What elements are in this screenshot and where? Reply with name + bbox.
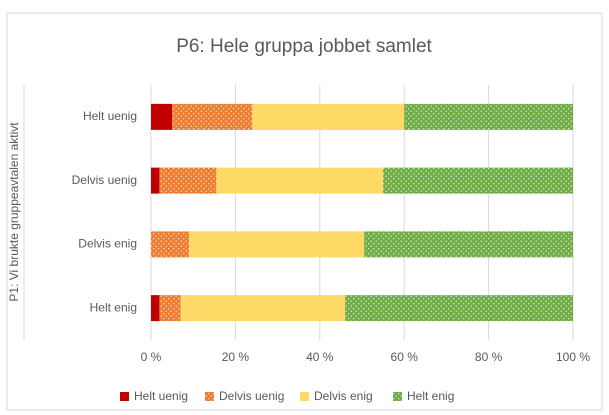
x-tick-label: 40 % (306, 350, 334, 364)
legend-swatch (205, 392, 214, 401)
bar-segment (172, 103, 253, 130)
bar-segment (159, 295, 181, 322)
legend-swatch (120, 392, 129, 401)
bar-segment (345, 295, 573, 322)
bar-segment (151, 295, 160, 322)
legend-swatch (393, 392, 402, 401)
legend-swatch (300, 392, 309, 401)
x-tick-label: 20 % (222, 350, 250, 364)
x-tick-label: 100 % (556, 350, 590, 364)
legend-label: Helt uenig (134, 389, 188, 403)
legend-label: Delvis uenig (219, 389, 284, 403)
chart-title: P6: Hele gruppa jobbet samlet (176, 36, 432, 57)
y-axis-label: P1: Vi brukte gruppeavtalen aktivt (7, 122, 21, 302)
y-tick-label: Helt enig (90, 300, 137, 314)
y-tick-label: Helt uenig (83, 109, 137, 123)
x-tick-label: 0 % (141, 350, 162, 364)
bar-segment (364, 231, 573, 258)
bar-segment (216, 167, 384, 194)
bar-segment (404, 103, 573, 130)
x-tick-label: 60 % (391, 350, 419, 364)
y-tick-label: Delvis uenig (72, 173, 137, 187)
legend-label: Delvis enig (314, 389, 373, 403)
bar-segment (383, 167, 573, 194)
bar-segment (151, 167, 160, 194)
bar-segment (188, 231, 365, 258)
y-tick-label: Delvis enig (78, 237, 137, 251)
bar-segment (151, 231, 189, 258)
chart-frame (6, 12, 603, 411)
bar-segment (180, 295, 346, 322)
legend-label: Helt enig (407, 389, 454, 403)
bar-segment (252, 103, 405, 130)
bar-segment (151, 103, 173, 130)
bar-segment (159, 167, 217, 194)
x-tick-label: 80 % (475, 350, 503, 364)
